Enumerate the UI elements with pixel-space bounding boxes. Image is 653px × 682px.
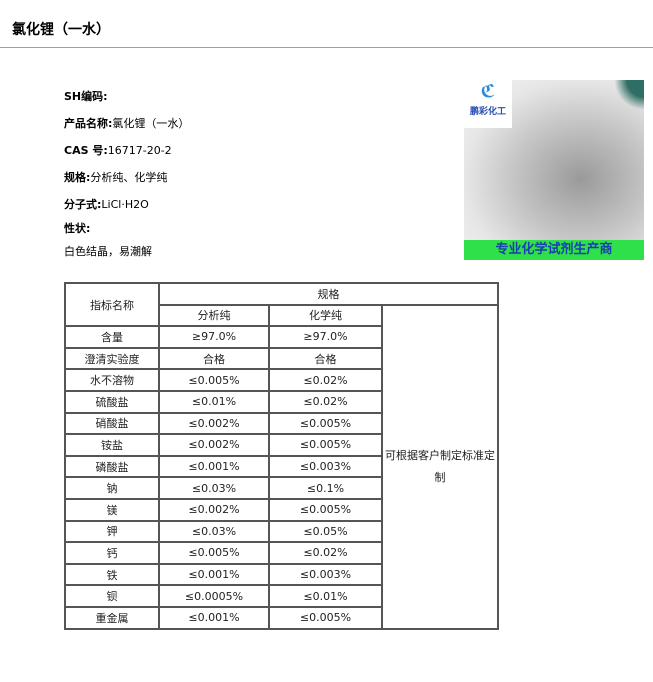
- table-row: 重金属 ≤0.001% ≤0.005%: [64, 605, 498, 630]
- header-chemical: 化学纯: [268, 303, 383, 328]
- header-analytical: 分析纯: [158, 303, 270, 328]
- cas-number: CAS 号:16717-20-2: [64, 142, 172, 158]
- chemical-value: ≤0.003%: [268, 454, 383, 479]
- chemical-value: ≤0.02%: [268, 368, 383, 392]
- product-image: ℭ 鹏彩化工 专业化学试剂生产商: [464, 80, 644, 260]
- properties-label: 性状:: [64, 220, 90, 236]
- table-row: 铵盐 ≤0.002% ≤0.005%: [64, 433, 498, 457]
- item-name: 钠: [64, 476, 160, 500]
- page-title: 氯化锂（一水）: [12, 22, 110, 38]
- logo-mark-icon: ℭ: [480, 81, 496, 102]
- specification: 规格:分析纯、化学纯: [64, 169, 167, 185]
- item-name: 重金属: [64, 605, 160, 630]
- item-name: 钙: [64, 541, 160, 565]
- analytical-value: ≤0.001%: [158, 454, 270, 479]
- item-name: 铵盐: [64, 433, 160, 457]
- cas-label: CAS 号:: [64, 144, 108, 157]
- chemical-value: ≤0.005%: [268, 605, 383, 630]
- chemical-value: ≤0.02%: [268, 541, 383, 565]
- chemical-value: ≤0.005%: [268, 497, 383, 522]
- table-row: 镁 ≤0.002% ≤0.005%: [64, 497, 498, 522]
- spec-value: 分析纯、化学纯: [90, 171, 168, 184]
- item-name: 澄清实验度: [64, 346, 160, 371]
- spec-table: 指标名称 规格 分析纯 化学纯 可根据客户制定标准定制 含量 ≥97.0% ≥97.…: [64, 281, 499, 630]
- formula-label: 分子式:: [64, 198, 102, 211]
- item-name: 镁: [64, 497, 160, 522]
- table-row: 钠 ≤0.03% ≤0.1%: [64, 476, 498, 500]
- analytical-value: ≤0.002%: [158, 433, 270, 457]
- header-name: 指标名称: [64, 281, 160, 328]
- name-label: 产品名称:: [64, 117, 113, 130]
- properties-value: 白色结晶，易潮解: [64, 245, 152, 258]
- chemical-value: 合格: [268, 346, 383, 371]
- logo-text: 鹏彩化工: [469, 107, 506, 117]
- analytical-value: ≤0.001%: [158, 605, 270, 630]
- image-banner: 专业化学试剂生产商: [464, 240, 644, 260]
- table-row: 澄清实验度 合格 合格: [64, 346, 498, 371]
- analytical-value: ≤0.03%: [158, 519, 270, 544]
- chemical-value: ≤0.02%: [268, 389, 383, 414]
- table-row: 硫酸盐 ≤0.01% ≤0.02%: [64, 389, 498, 414]
- analytical-value: ≤0.002%: [158, 411, 270, 436]
- item-name: 铁: [64, 562, 160, 587]
- analytical-value: ≤0.01%: [158, 389, 270, 414]
- analytical-value: ≤0.0005%: [158, 584, 270, 608]
- table-header-row: 指标名称 规格: [64, 281, 499, 328]
- analytical-value: ≤0.005%: [158, 368, 270, 392]
- custom-note: 可根据客户制定标准定制: [381, 303, 499, 630]
- sh-label: SH编码:: [64, 90, 108, 103]
- table-row: 磷酸盐 ≤0.001% ≤0.003%: [64, 454, 498, 479]
- table-subheader-row: 分析纯 化学纯 可根据客户制定标准定制: [65, 303, 499, 630]
- sh-code: SH编码:: [64, 88, 108, 104]
- analytical-value: ≤0.002%: [158, 497, 270, 522]
- item-name: 含量: [64, 325, 160, 349]
- item-name: 硝酸盐: [64, 411, 160, 436]
- chemical-value: ≤0.005%: [268, 433, 383, 457]
- title-divider: [0, 47, 653, 48]
- formula-value: LiCl·H2O: [101, 198, 149, 211]
- chemical-value: ≤0.05%: [268, 519, 383, 544]
- item-name: 磷酸盐: [64, 454, 160, 479]
- product-name: 产品名称:氯化锂（一水）: [64, 115, 189, 131]
- spec-label: 规格:: [64, 171, 91, 184]
- cas-value: 16717-20-2: [107, 144, 172, 157]
- analytical-value: ≤0.005%: [158, 541, 270, 565]
- table-row: 含量 ≥97.0% ≥97.0%: [64, 325, 498, 349]
- table-row: 水不溶物 ≤0.005% ≤0.02%: [64, 368, 498, 392]
- item-name: 钾: [64, 519, 160, 544]
- header-spec: 规格: [158, 282, 499, 306]
- chemical-value: ≤0.01%: [268, 584, 383, 608]
- analytical-value: 合格: [158, 346, 270, 371]
- chemical-value: ≤0.005%: [268, 411, 383, 436]
- chemical-value: ≤0.003%: [268, 562, 383, 587]
- item-name: 硫酸盐: [64, 389, 160, 414]
- analytical-value: ≤0.03%: [158, 476, 270, 500]
- item-name: 钡: [64, 584, 160, 608]
- props-label: 性状:: [64, 222, 91, 235]
- chemical-value: ≥97.0%: [268, 325, 383, 349]
- table-row: 硝酸盐 ≤0.002% ≤0.005%: [64, 411, 498, 436]
- analytical-value: ≤0.001%: [158, 562, 270, 587]
- chemical-value: ≤0.1%: [268, 476, 383, 500]
- name-value: 氯化锂（一水）: [112, 117, 190, 130]
- formula: 分子式:LiCl·H2O: [64, 196, 149, 212]
- image-corner: [614, 80, 644, 110]
- company-logo: ℭ 鹏彩化工: [464, 80, 512, 128]
- analytical-value: ≥97.0%: [158, 325, 270, 349]
- item-name: 水不溶物: [64, 368, 160, 392]
